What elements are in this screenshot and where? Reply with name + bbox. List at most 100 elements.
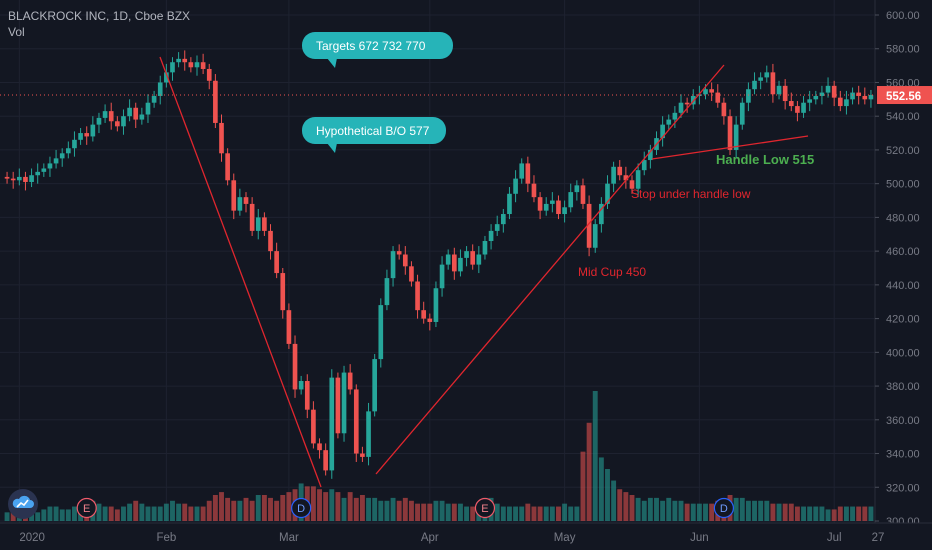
candle: [366, 411, 371, 457]
volume-bar: [274, 500, 280, 521]
volume-bar: [813, 506, 819, 521]
breakout-callout-pointer: [327, 143, 337, 153]
candle: [96, 117, 102, 125]
candle: [641, 160, 647, 171]
event-marker[interactable]: D: [713, 497, 734, 519]
volume-bar: [868, 506, 874, 521]
volume-bar: [451, 503, 457, 521]
y-tick-label: 540.00: [886, 111, 920, 123]
targets-callout: Targets 672 732 770: [302, 32, 453, 68]
volume-bar: [310, 486, 316, 521]
candle: [586, 203, 592, 248]
y-tick-label: 480.00: [886, 212, 920, 224]
volume-bar: [605, 469, 610, 521]
volume-bar: [856, 506, 862, 521]
event-marker[interactable]: E: [76, 497, 97, 519]
candle: [672, 112, 678, 120]
volume-bar: [629, 495, 635, 521]
candle: [415, 281, 420, 311]
volume-bar: [121, 506, 126, 521]
y-tick-label: 400.00: [886, 347, 920, 359]
x-tick-label: 2020: [19, 532, 45, 544]
volume-bar: [127, 503, 133, 521]
candle: [170, 62, 175, 73]
candle: [715, 92, 721, 103]
candle: [182, 58, 188, 63]
x-tick-label: Jun: [690, 532, 709, 544]
candle: [476, 254, 482, 265]
event-marker[interactable]: E: [474, 497, 496, 519]
tradingview-logo[interactable]: [8, 489, 38, 519]
volume-bar: [139, 503, 145, 521]
volume-label: Vol: [8, 25, 25, 39]
candle: [825, 85, 831, 93]
candle: [733, 124, 739, 150]
candle: [445, 254, 451, 265]
volume-bar: [537, 506, 543, 521]
candle: [721, 102, 727, 117]
volume-bar: [4, 512, 10, 521]
candle: [213, 80, 218, 123]
volume-bar: [445, 503, 451, 521]
candle: [145, 102, 151, 115]
volume-bar: [408, 500, 414, 521]
event-marker[interactable]: D: [291, 497, 312, 519]
volume-bar: [359, 495, 365, 521]
x-tick-label: 27: [872, 532, 885, 544]
candle: [513, 178, 518, 194]
candle: [537, 197, 543, 211]
candle: [562, 207, 567, 215]
candle: [819, 92, 825, 96]
candle: [752, 80, 757, 90]
volume-bar: [470, 506, 476, 521]
volume-bar: [249, 500, 255, 521]
volume-bar: [402, 497, 408, 521]
candle: [458, 257, 463, 272]
candle: [139, 114, 145, 120]
x-tick-label: Mar: [279, 532, 299, 544]
candle: [286, 310, 292, 344]
volume-bar: [531, 506, 537, 521]
candle: [543, 203, 549, 211]
candle: [501, 214, 506, 225]
y-tick-label: 440.00: [886, 280, 920, 292]
dividend-marker-label: D: [297, 503, 305, 515]
candle: [592, 224, 598, 248]
volume-bar: [65, 509, 71, 521]
breakout-callout-text: Hypothetical B/O 577: [316, 124, 430, 138]
candle: [574, 185, 580, 193]
volume-bar: [421, 503, 427, 521]
volume-bar: [513, 506, 519, 521]
volume-bar: [819, 506, 825, 521]
candle: [580, 185, 586, 204]
candle: [151, 95, 157, 103]
volume-bar: [59, 509, 65, 521]
volume-bar: [72, 506, 77, 521]
candle: [599, 203, 604, 225]
candle: [304, 381, 310, 410]
earnings-marker-label: E: [83, 503, 90, 515]
volume-bar: [837, 506, 843, 521]
volume-bar: [114, 509, 120, 521]
candle: [635, 170, 641, 189]
volume-bar: [182, 503, 188, 521]
volume-bar: [280, 495, 286, 521]
candle: [127, 107, 132, 117]
candle: [176, 58, 181, 63]
volume-series: [4, 391, 874, 521]
volume-bar: [53, 506, 59, 521]
volume-bar: [353, 497, 359, 521]
candle: [531, 183, 537, 198]
volume-bar: [323, 492, 329, 521]
volume-bar: [396, 500, 402, 521]
volume-bar: [212, 495, 218, 521]
volume-bar: [96, 503, 102, 521]
candle: [10, 178, 16, 181]
targets-callout-text: Targets 672 732 770: [316, 39, 426, 53]
candle: [801, 102, 806, 113]
volume-bar: [35, 512, 41, 521]
candle: [243, 197, 249, 204]
candle: [451, 254, 457, 272]
earnings-marker-circle: [76, 497, 97, 519]
